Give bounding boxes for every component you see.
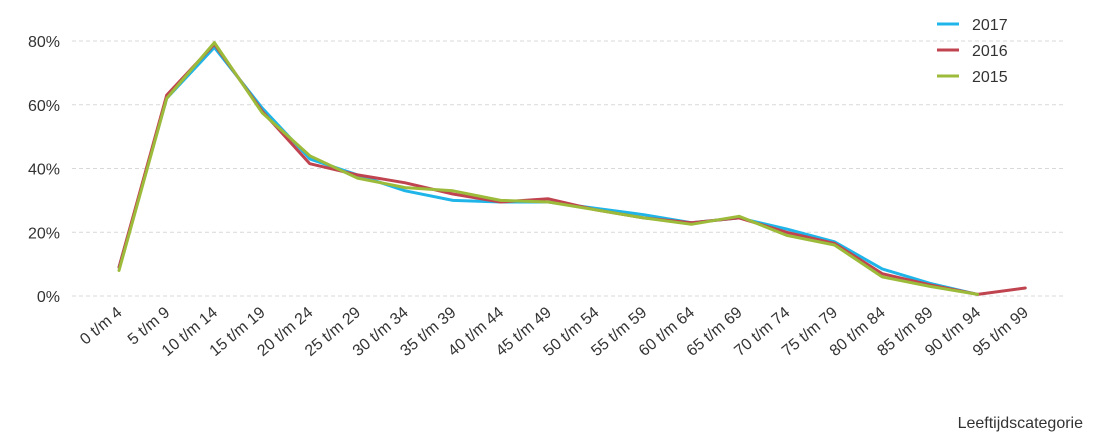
y-axis: 0% 20% 40% 60% 80% <box>28 34 60 306</box>
x-tick-label: 0 t/m 4 <box>77 304 125 349</box>
legend: 2017 2016 2015 <box>937 17 1008 86</box>
y-tick-label: 60% <box>28 98 60 115</box>
series-line-2016 <box>117 42 1027 296</box>
legend-label-2017: 2017 <box>972 17 1008 34</box>
gridlines <box>72 40 1066 297</box>
legend-label-2016: 2016 <box>972 43 1008 60</box>
y-tick-label: 40% <box>28 162 60 179</box>
series-lines <box>117 41 1027 296</box>
y-tick-label: 0% <box>37 289 60 306</box>
series-line-2017 <box>117 45 980 296</box>
y-tick-label: 20% <box>28 225 60 242</box>
y-tick-label: 80% <box>28 34 60 51</box>
x-axis-title: Leeftijdscategorie <box>958 415 1084 432</box>
series-line-2015 <box>117 41 980 296</box>
legend-label-2015: 2015 <box>972 69 1008 86</box>
